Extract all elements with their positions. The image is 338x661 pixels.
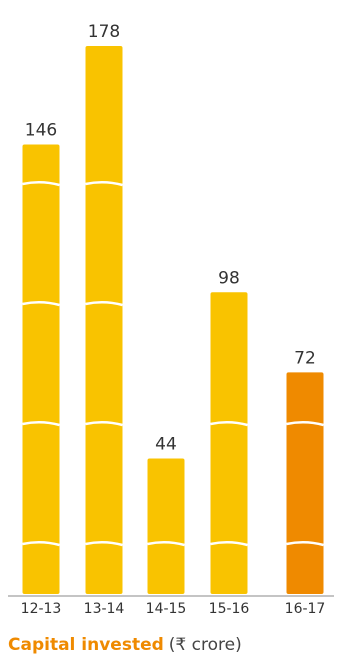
stalk-joint: [210, 421, 248, 427]
stalk-joint: [85, 421, 123, 427]
stalk-joint: [286, 541, 324, 547]
x-tick-label: 16-17: [285, 601, 326, 617]
value-label: 178: [88, 22, 120, 42]
bar: [22, 144, 60, 595]
stalk-joint: [85, 181, 123, 187]
stalk-joint: [210, 541, 248, 547]
x-tick-label: 15-16: [209, 601, 250, 617]
value-label: 98: [218, 268, 240, 288]
value-label: 72: [294, 348, 316, 368]
x-tick-label: 14-15: [146, 601, 187, 617]
value-label: 44: [155, 435, 177, 455]
stalk-joint: [147, 541, 185, 547]
chart-title-line: Capital invested (₹ crore): [8, 635, 242, 655]
bar: [147, 458, 185, 594]
x-tick-label: 13-14: [84, 601, 125, 617]
stalk-joint: [22, 421, 60, 427]
stalk-joint: [85, 301, 123, 307]
stalk-joint: [22, 181, 60, 187]
stalk-joint: [22, 541, 60, 547]
value-label: 146: [25, 121, 57, 141]
chart-title: Capital invested: [8, 635, 164, 655]
bar: [286, 372, 324, 594]
x-tick-label: 12-13: [21, 601, 62, 617]
bar: [210, 292, 248, 594]
stalk-joint: [286, 421, 324, 427]
chart-unit: (₹ crore): [169, 635, 242, 655]
stalk-joint: [85, 541, 123, 547]
bar: [85, 46, 123, 594]
stalk-joint: [22, 301, 60, 307]
